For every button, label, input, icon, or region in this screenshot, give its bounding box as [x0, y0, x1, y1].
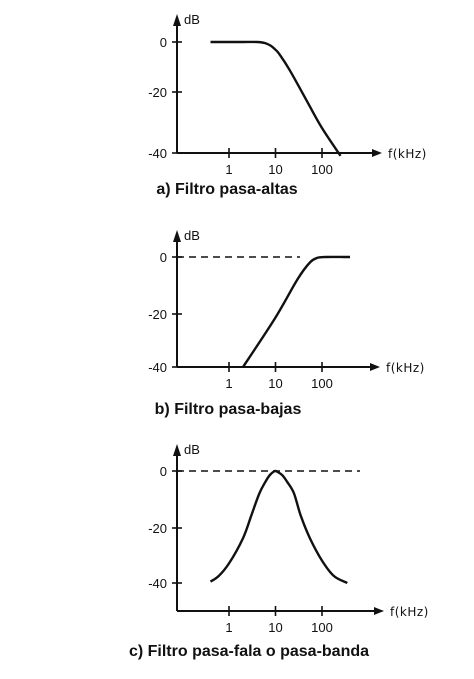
response-curve: [209, 469, 348, 585]
x-axis-label: f(kHz): [386, 361, 425, 375]
y-axis-label: dB: [184, 12, 200, 27]
x-tick-label: 100: [311, 376, 333, 391]
x-axis-arrow: [370, 363, 380, 371]
x-tick-label: 100: [311, 162, 333, 177]
x-tick-label: 10: [268, 620, 282, 635]
x-tick-label: 1: [225, 376, 232, 391]
y-axis-arrow: [173, 14, 181, 26]
x-tick-label: 100: [311, 620, 333, 635]
x-axis-arrow: [374, 607, 384, 615]
y-axis-arrow: [173, 444, 181, 456]
x-axis-arrow: [372, 149, 382, 157]
x-tick-label: 10: [268, 162, 282, 177]
y-tick-label: -20: [148, 85, 167, 100]
panel-caption: a) Filtro pasa-altas: [156, 181, 297, 198]
y-tick-label: 0: [160, 464, 167, 479]
panel-caption: b) Filtro pasa-bajas: [155, 401, 302, 418]
panel-1: dB f(kHz) 0 -20 -40 1 10 100 a) Filtro pasa-alta…: [148, 12, 427, 198]
y-axis-label: dB: [184, 228, 200, 243]
panel-2: dB f(kHz) 0 -20 -40 1 10 100 b) Filtro pasa-baja…: [148, 228, 425, 418]
y-tick-label: -40: [148, 360, 167, 375]
y-tick-label: 0: [160, 250, 167, 265]
y-tick-label: 0: [160, 35, 167, 50]
y-tick-label: -20: [148, 521, 167, 536]
y-tick-label: -40: [148, 576, 167, 591]
panel-3: dB f(kHz) 0 -20 -40 1 10 100 c) Filtro pasa-fala…: [129, 442, 429, 660]
x-tick-label: 1: [225, 162, 232, 177]
x-tick-label: 1: [225, 620, 232, 635]
panel-caption: c) Filtro pasa-fala o pasa-banda: [129, 643, 369, 660]
y-axis-arrow: [173, 230, 181, 242]
x-tick-label: 10: [268, 376, 282, 391]
response-curve: [210, 40, 342, 157]
x-axis-label: f(kHz): [388, 147, 427, 161]
y-tick-label: -40: [148, 146, 167, 161]
x-axis-label: f(kHz): [390, 605, 429, 619]
response-curve: [241, 255, 350, 368]
y-tick-label: -20: [148, 307, 167, 322]
y-axis-label: dB: [184, 442, 200, 457]
